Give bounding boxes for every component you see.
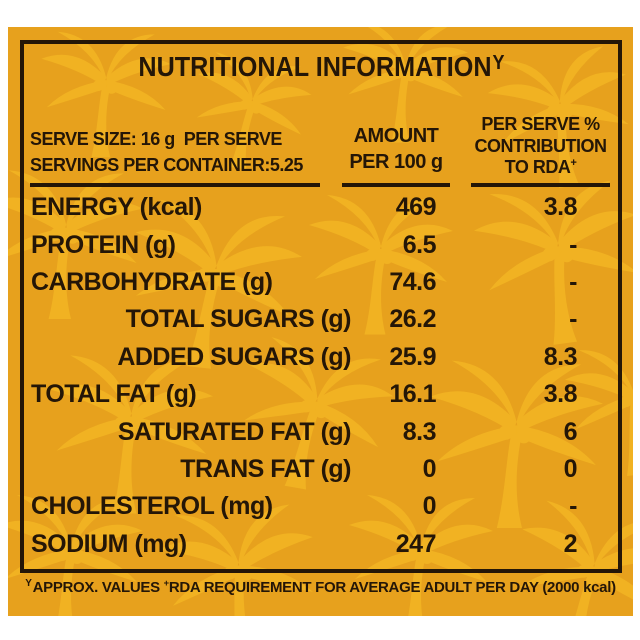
nutrient-name: ENERGY (kcal)	[31, 193, 202, 222]
table-row: CHOLESTEROL (mg) 0 -	[31, 488, 618, 525]
nutrient-name: SODIUM (mg)	[31, 529, 187, 558]
amount-per-100g-value: 469	[395, 193, 437, 222]
amount-per-100g-value: 8.3	[402, 417, 437, 446]
amount-per-100g-value: 26.2	[389, 305, 436, 334]
nutrient-name: SATURATED FAT (g)	[117, 417, 352, 446]
amount-per-100g-value: 247	[395, 529, 437, 558]
amount-per-100g-value: 0	[422, 454, 437, 483]
table-row: CARBOHYDRATE (g) 74.6 -	[31, 264, 618, 301]
nutrient-name: TOTAL SUGARS (g)	[125, 305, 352, 334]
serve-size-header: SERVE SIZE: 16 g PER SERVE SERVINGS PER …	[30, 95, 320, 187]
approx-marker-icon: Y	[492, 52, 505, 74]
rda-percent-value: 8.3	[543, 342, 578, 371]
table-row: TOTAL FAT (g) 16.1 3.8	[31, 376, 618, 413]
nutrient-name: CARBOHYDRATE (g)	[31, 267, 273, 296]
rda-percent-value: 3.8	[543, 380, 578, 409]
nutrient-rows: ENERGY (kcal) 469 3.8 PROTEIN (g) 6.5 - …	[31, 189, 618, 563]
nutrient-name: ADDED SUGARS (g)	[117, 342, 351, 371]
amount-per-100g-value: 74.6	[389, 267, 436, 296]
rda-header-line1: PER SERVE %	[481, 114, 600, 135]
rda-percent-value: 6	[563, 417, 578, 446]
table-row: SODIUM (mg) 247 2	[31, 526, 618, 563]
title-text: NUTRITIONAL INFORMATION	[138, 51, 492, 82]
amount-per-100g-value: 0	[422, 492, 437, 521]
rda-percent-value: -	[569, 267, 577, 296]
rda-percent-value: -	[569, 492, 577, 521]
table-row: SATURATED FAT (g) 8.3 6	[31, 413, 618, 450]
rda-percent-value: 0	[563, 454, 578, 483]
table-row: TRANS FAT (g) 0 0	[31, 451, 618, 488]
table-row: ADDED SUGARS (g) 25.9 8.3	[31, 339, 618, 376]
table-row: ENERGY (kcal) 469 3.8	[31, 189, 618, 226]
rda-header-line3: TO RDA+	[504, 156, 577, 177]
nutrition-label: NUTRITIONAL INFORMATIONY SERVE SIZE: 16 …	[8, 27, 633, 616]
amount-header-line2: PER 100 g	[349, 151, 443, 173]
nutrient-name: TRANS FAT (g)	[180, 454, 351, 483]
rda-percent-value: -	[569, 230, 577, 259]
nutrient-name: TOTAL FAT (g)	[31, 380, 197, 409]
rda-percent-value: -	[569, 305, 577, 334]
amount-per-100g-value: 16.1	[389, 380, 436, 409]
table-row: TOTAL SUGARS (g) 26.2 -	[31, 301, 618, 338]
nutrient-name: CHOLESTEROL (mg)	[31, 492, 273, 521]
rda-plus-marker-icon: +	[570, 156, 577, 169]
nutrient-name: PROTEIN (g)	[31, 230, 176, 259]
footnote: YAPPROX. VALUES +RDA REQUIREMENT FOR AVE…	[8, 578, 633, 596]
rda-percent-value: 3.8	[543, 193, 578, 222]
table-header: SERVE SIZE: 16 g PER SERVE SERVINGS PER …	[30, 95, 618, 187]
approx-marker-icon: Y	[25, 578, 32, 589]
amount-header-line1: AMOUNT	[353, 125, 439, 147]
page-title: NUTRITIONAL INFORMATIONY	[54, 51, 589, 83]
amount-column-header: AMOUNT PER 100 g	[342, 95, 450, 187]
table-frame: NUTRITIONAL INFORMATIONY SERVE SIZE: 16 …	[20, 40, 622, 573]
serve-size-line1: SERVE SIZE: 16 g PER SERVE	[30, 128, 282, 149]
serve-size-line2: SERVINGS PER CONTAINER:5.25	[30, 154, 303, 175]
rda-column-header: PER SERVE % CONTRIBUTION TO RDA+	[471, 95, 610, 187]
rda-header-line2: CONTRIBUTION	[474, 135, 608, 156]
amount-per-100g-value: 25.9	[389, 342, 436, 371]
footnote-approx-text: APPROX. VALUES	[32, 579, 164, 596]
rda-percent-value: 2	[563, 529, 578, 558]
table-row: PROTEIN (g) 6.5 -	[31, 226, 618, 263]
amount-per-100g-value: 6.5	[402, 230, 437, 259]
footnote-rda-text: RDA REQUIREMENT FOR AVERAGE ADULT PER DA…	[168, 579, 616, 596]
